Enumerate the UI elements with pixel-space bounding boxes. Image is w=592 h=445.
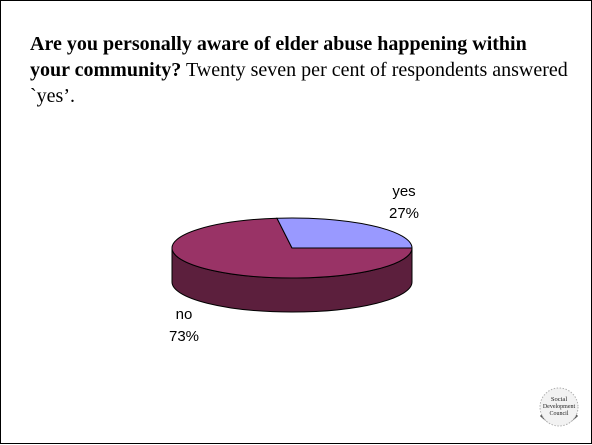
- label-yes-category: yes: [392, 183, 415, 200]
- logo-line-1: Social: [551, 396, 567, 403]
- label-no-category: no: [176, 306, 193, 323]
- social-development-council-logo: Social Development Council: [539, 387, 579, 427]
- label-no-percent: 73%: [169, 328, 199, 345]
- question-text: Are you personally aware of elder abuse …: [30, 31, 570, 109]
- pie-slice-yes: [276, 217, 413, 249]
- pie-group: [171, 217, 413, 313]
- question-bold: Are you personally aware of elder abuse …: [30, 33, 527, 81]
- label-yes-percent: 27%: [389, 205, 419, 222]
- logo-seal-icon: [539, 387, 579, 427]
- logo-line-3: Council: [550, 411, 569, 417]
- logo-line-2: Development: [543, 404, 576, 410]
- question-rest: Twenty seven per cent of respondents ans…: [30, 59, 568, 107]
